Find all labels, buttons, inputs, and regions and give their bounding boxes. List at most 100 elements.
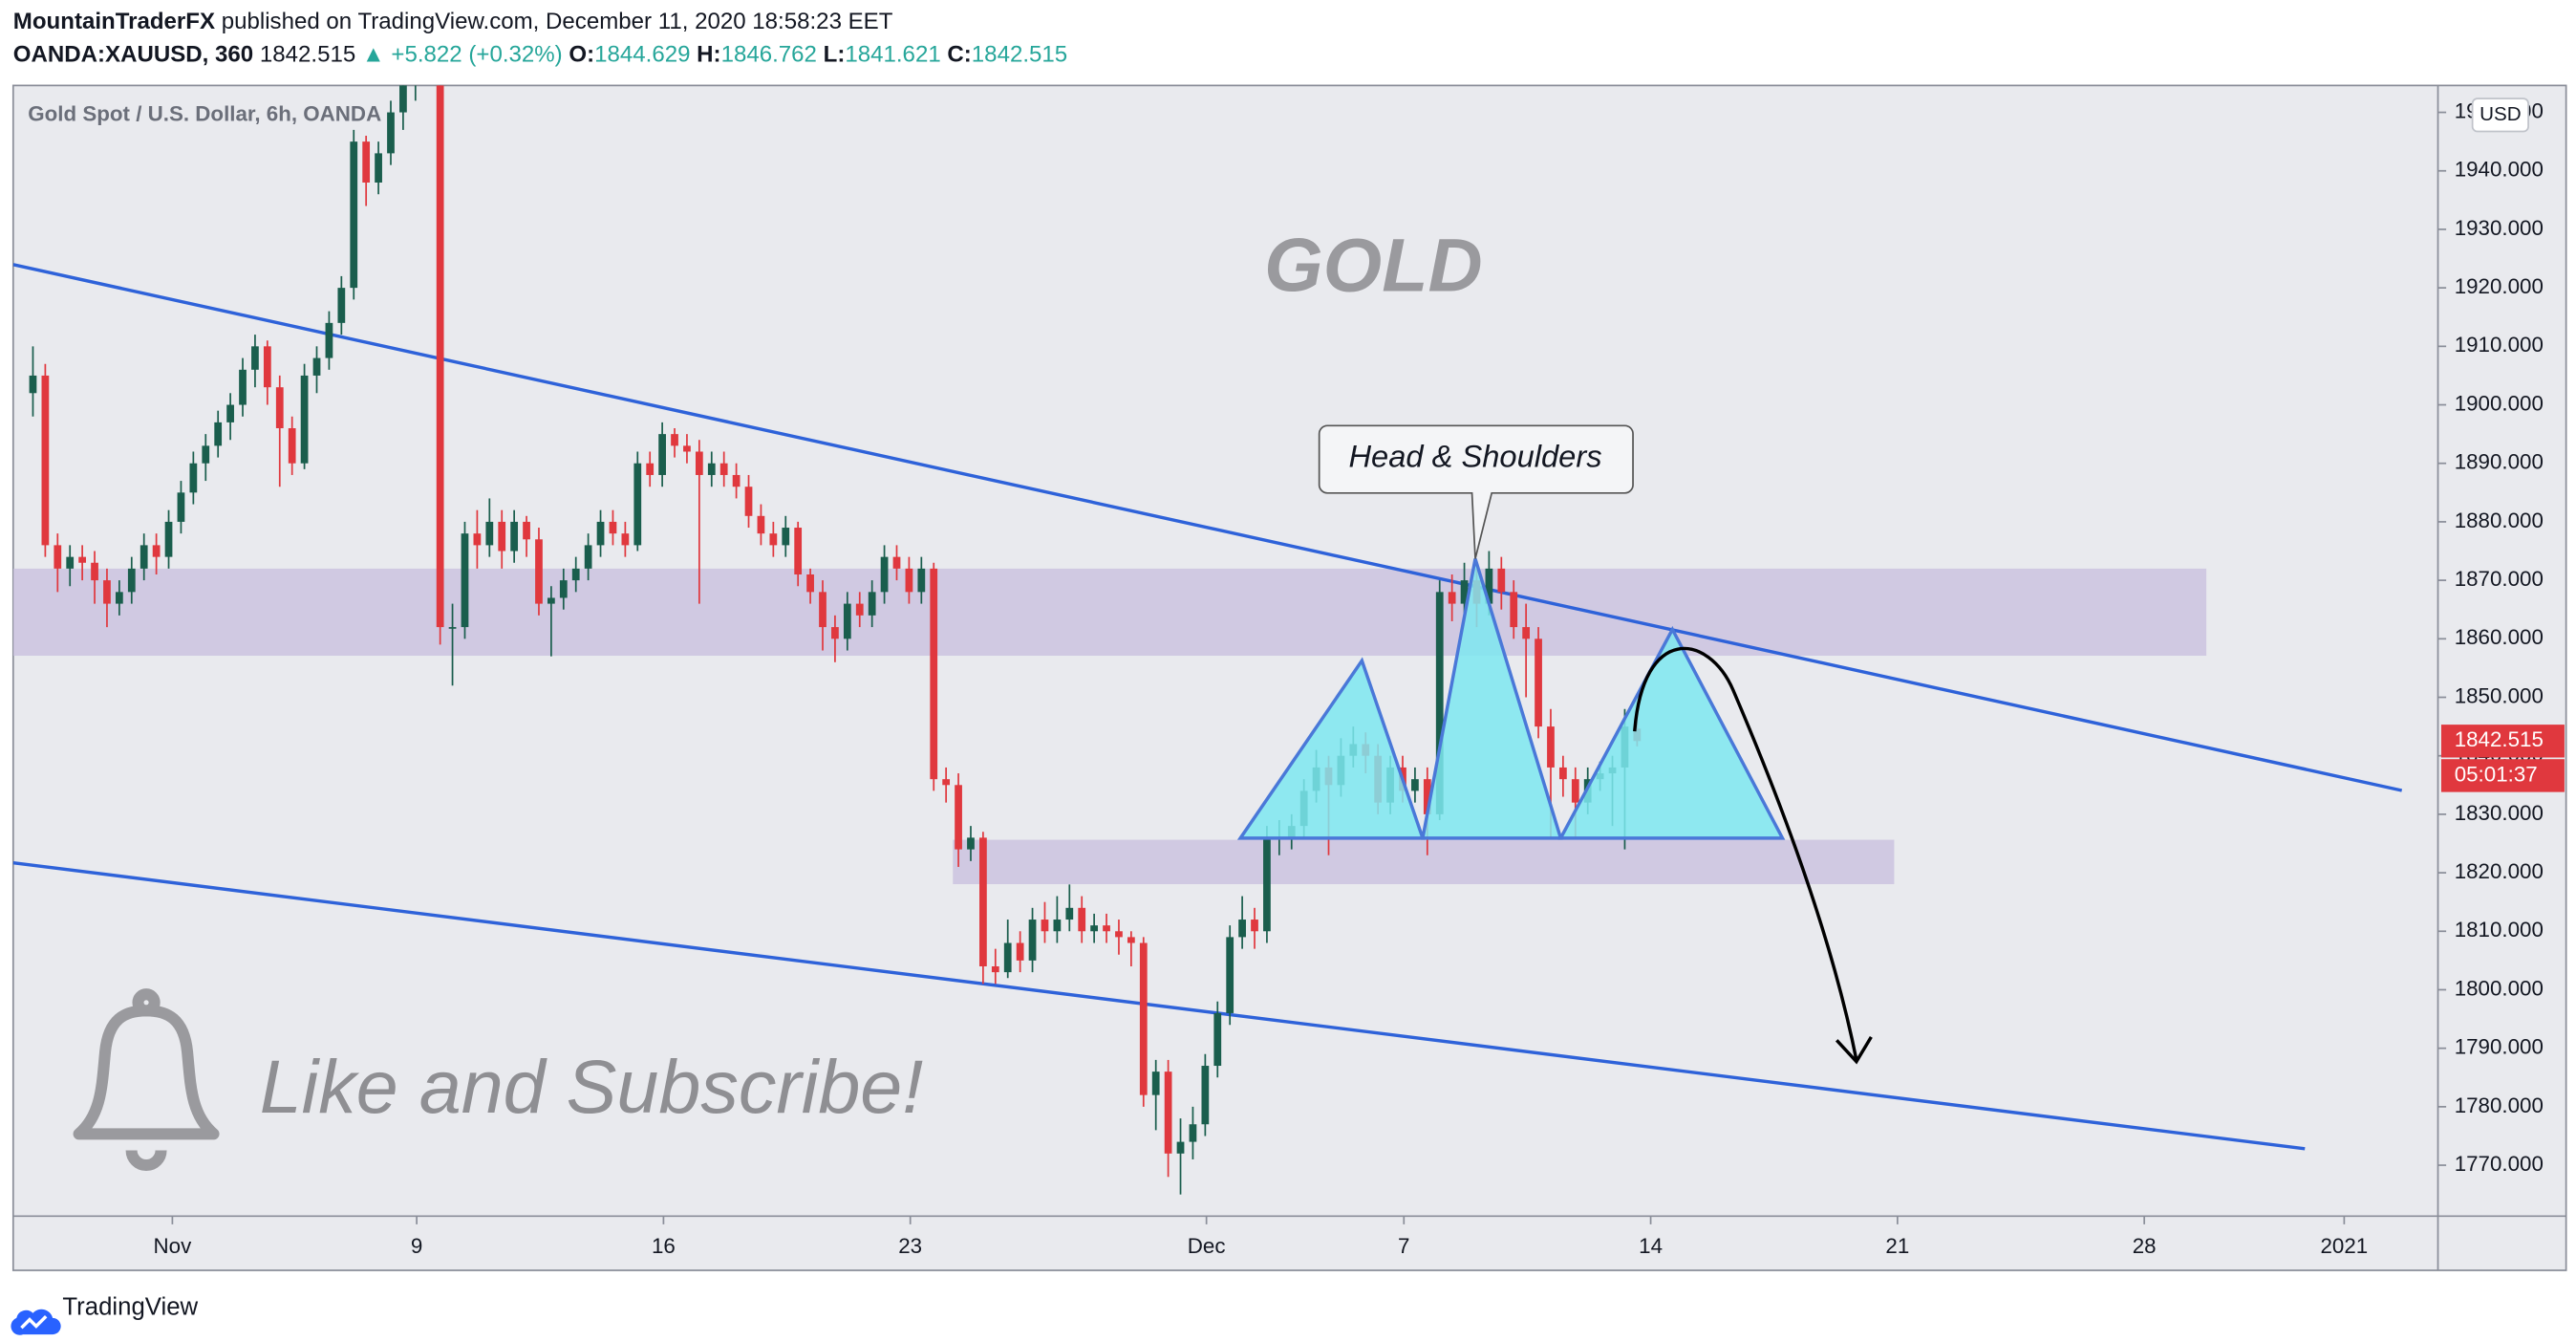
candle-body (263, 346, 271, 388)
o-label: O: (569, 42, 594, 68)
candle-body (1127, 937, 1135, 943)
candle-body (1263, 837, 1271, 932)
left-shoulder (1236, 657, 1426, 840)
x-tick-label: 7 (1398, 1234, 1409, 1258)
candle-body (41, 375, 50, 546)
currency-badge (2471, 97, 2529, 133)
y-tick-label: 1820.000 (2455, 859, 2544, 883)
y-tick-label: 1830.000 (2455, 801, 2544, 825)
candle-body (584, 545, 592, 569)
candle-body (473, 533, 482, 546)
candle-body (375, 153, 382, 183)
chart-title: Gold Spot / U.S. Dollar, 6h, OANDA (28, 101, 381, 125)
right-shoulder (1557, 625, 1786, 840)
y-tick-label: 1900.000 (2455, 391, 2544, 415)
candle-body (1435, 592, 1444, 814)
countdown: 05:01:37 (2455, 762, 2538, 786)
y-tick-label: 1860.000 (2455, 625, 2544, 649)
candle-body (1423, 779, 1431, 814)
c-label: C: (947, 42, 971, 68)
bell-icon (73, 988, 220, 1171)
candle-body (596, 521, 605, 546)
author: MountainTraderFX (13, 9, 215, 34)
candle-body (1164, 1071, 1172, 1154)
candle-body (571, 568, 580, 581)
y-tick-label: 1930.000 (2455, 216, 2544, 240)
candle-body (942, 779, 951, 786)
candle-body (498, 521, 506, 552)
candle-body (189, 463, 198, 493)
candle-body (1460, 580, 1469, 604)
candle-body (1213, 1012, 1222, 1067)
candle-body (523, 521, 530, 540)
candle-body (1139, 942, 1148, 1095)
candle-body (769, 533, 778, 546)
candle-body (152, 545, 161, 557)
x-tick-label: 2021 (2321, 1234, 2369, 1258)
candle-body (1016, 942, 1024, 961)
candle-body (1497, 568, 1506, 593)
candle-body (1065, 907, 1074, 920)
candle-body (535, 539, 543, 604)
candle-body (1078, 907, 1086, 932)
resistance-zone (12, 568, 2207, 657)
candle-body (387, 112, 395, 154)
y-tick-label: 1890.000 (2455, 450, 2544, 474)
candle-body (485, 521, 494, 546)
candle-body (1176, 1141, 1185, 1154)
candle-body (1448, 592, 1456, 604)
candle-body (350, 141, 358, 289)
candle-body (633, 463, 642, 546)
x-tick-label: 23 (898, 1234, 922, 1258)
candle-body (831, 627, 839, 639)
l-value: 1841.621 (845, 42, 940, 68)
candle-body (54, 545, 62, 569)
candle-body (300, 375, 309, 464)
candle-body (967, 837, 975, 850)
candle-body (806, 574, 814, 593)
y-tick-label: 1940.000 (2455, 158, 2544, 182)
candle-body (707, 463, 716, 475)
candle-body (1485, 568, 1493, 604)
header-line-1: MountainTraderFX published on TradingVie… (13, 9, 893, 34)
x-tick-label: 9 (411, 1234, 422, 1258)
candle-body (1238, 920, 1246, 938)
candle-body (337, 288, 346, 323)
candle-body (646, 463, 655, 475)
candle-body (226, 404, 234, 422)
candle-body (1028, 920, 1037, 961)
candle-body (1201, 1066, 1210, 1125)
upper-trendline (12, 263, 2403, 792)
candle-body (955, 785, 962, 850)
price: 1842.515 (260, 42, 355, 68)
candle-body (115, 592, 123, 604)
candle-body (510, 521, 519, 552)
candle-body (127, 568, 136, 593)
candle-body (1559, 767, 1567, 780)
x-tick-label: 16 (652, 1234, 676, 1258)
candle-body (1226, 937, 1234, 1013)
candle-body (1411, 779, 1419, 791)
published: published on TradingView.com, December 1… (222, 9, 893, 34)
candle-body (1571, 779, 1579, 803)
candle-body (658, 434, 666, 475)
candle-body (66, 556, 75, 569)
candle-body (312, 357, 321, 376)
candle-body (448, 627, 457, 629)
y-tick-label: 1810.000 (2455, 918, 2544, 942)
candle-body (1151, 1071, 1160, 1095)
candle-body (1535, 639, 1542, 727)
candle-body (399, 85, 407, 113)
h-label: H: (697, 42, 720, 68)
candle-body (288, 428, 296, 464)
candle-body (757, 515, 765, 534)
candle-body (744, 487, 753, 516)
candle-body (1003, 942, 1012, 973)
countdown-box (2440, 759, 2565, 792)
brand-logo (11, 1309, 61, 1335)
candle-body (251, 346, 259, 370)
candle-body (1041, 920, 1049, 932)
candle-body (621, 533, 630, 546)
y-tick-label: 1910.000 (2455, 333, 2544, 357)
candle-body (1103, 925, 1110, 932)
